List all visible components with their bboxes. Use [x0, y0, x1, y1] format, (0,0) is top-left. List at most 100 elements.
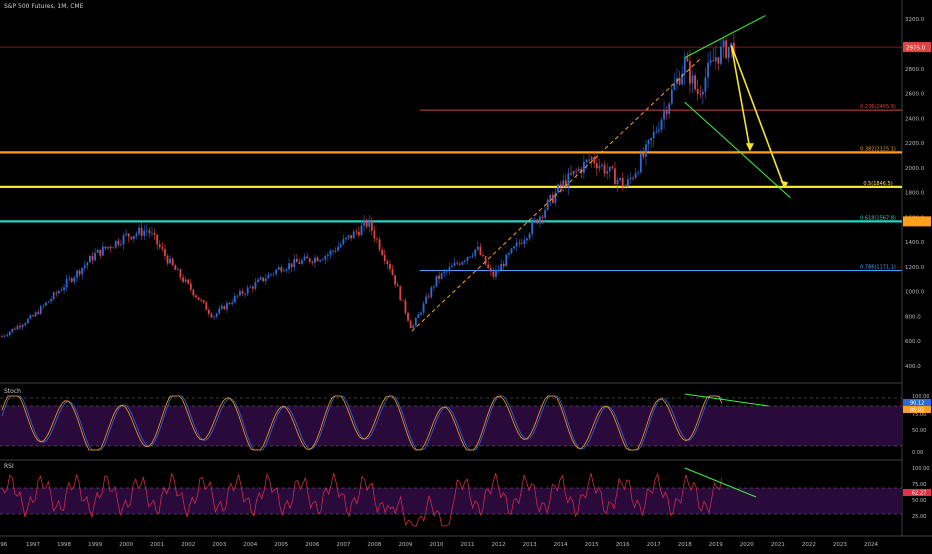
time-tick-label: 2005: [274, 542, 288, 548]
time-tick-label: 2023: [833, 542, 847, 548]
candle-body: [244, 293, 247, 295]
candle-body: [37, 312, 40, 314]
candle-body: [57, 291, 60, 294]
fib-label: 0.5(1846.5): [863, 181, 892, 187]
candle-body: [140, 227, 143, 236]
candle-body: [611, 166, 614, 169]
candle-body: [135, 233, 138, 236]
candle-body: [342, 239, 345, 245]
candle-body: [572, 170, 575, 175]
stoch-d-line: [1, 395, 723, 451]
candle-body: [528, 234, 531, 239]
candle-body: [707, 62, 709, 78]
candle-body: [117, 240, 120, 245]
candle-body: [445, 270, 448, 272]
candle-body: [96, 249, 99, 253]
time-tick-label: 2009: [398, 542, 412, 548]
candle-body: [704, 77, 707, 92]
candle-body: [26, 318, 29, 324]
fib-label: 0.786(1171.1): [860, 265, 896, 271]
candle-body: [575, 170, 578, 172]
candle-body: [251, 286, 254, 289]
candle-body: [515, 242, 518, 247]
candle-body: [187, 279, 190, 284]
candle-body: [272, 273, 275, 275]
candle-body: [42, 305, 45, 307]
candle-body: [389, 263, 391, 270]
candle-body: [171, 258, 174, 266]
time-tick-label: 2003: [212, 542, 226, 548]
candle-body: [730, 42, 733, 47]
candle-body: [334, 250, 337, 252]
candle-body: [8, 331, 11, 336]
candle-body: [495, 270, 497, 277]
candle-body: [345, 237, 347, 240]
candle-body: [14, 328, 16, 330]
candle-body: [275, 269, 278, 274]
candle-body: [293, 258, 296, 268]
fib-label: 0.382(2125.1): [860, 146, 896, 152]
arrowhead-2: [780, 180, 789, 189]
price-tick-label: 2000.0: [905, 166, 925, 172]
candle-body: [47, 301, 50, 303]
candle-body: [285, 269, 288, 271]
candle-body: [241, 291, 244, 294]
candle-body: [435, 275, 438, 287]
candle-body: [440, 273, 443, 279]
candle-body: [637, 172, 640, 174]
candle-body: [616, 179, 619, 185]
candle-body: [634, 173, 637, 178]
candle-body: [647, 140, 650, 145]
candle-body: [1, 336, 3, 338]
candle-body: [714, 57, 717, 62]
candle-body: [182, 277, 184, 282]
time-tick-label: 996: [0, 542, 8, 548]
candle-body: [678, 78, 681, 85]
candle-body: [507, 253, 510, 255]
price-tick-label: 800.0: [905, 314, 921, 320]
candle-body: [722, 40, 725, 47]
candle-body: [469, 256, 472, 258]
candle-body: [629, 177, 632, 180]
candle-body: [458, 263, 461, 265]
candle-body: [192, 289, 195, 296]
candle-body: [316, 257, 319, 262]
candle-body: [161, 247, 164, 249]
candle-body: [549, 194, 552, 200]
candle-body: [639, 153, 642, 173]
candle-body: [608, 166, 611, 172]
candle-body: [270, 274, 272, 275]
candle-body: [567, 173, 570, 188]
current-price-label: 2975.0: [906, 46, 926, 52]
price-tick-label: 1800.0: [905, 191, 925, 197]
candle-body: [500, 263, 503, 270]
candle-body: [104, 246, 107, 249]
candle-body: [352, 231, 355, 239]
candle-body: [156, 234, 159, 245]
current-price-tag: [903, 42, 931, 53]
candle-body: [663, 110, 665, 120]
time-tick-label: 1997: [26, 542, 40, 548]
candle-body: [218, 308, 221, 314]
fib-label: 0.236(2465.9): [860, 104, 896, 110]
candle-body: [673, 83, 676, 90]
candle-body: [701, 91, 704, 95]
candle-body: [520, 243, 523, 244]
time-tick-label: 2019: [709, 542, 723, 548]
candle-body: [314, 257, 316, 263]
candle-body: [329, 250, 332, 255]
stoch-tick: 50.00: [912, 428, 926, 434]
candle-body: [122, 234, 125, 245]
candle-body: [114, 240, 117, 248]
candle-body: [479, 246, 482, 255]
candle-body: [681, 73, 684, 85]
candle-body: [595, 163, 598, 169]
candle-body: [55, 292, 58, 294]
candle-body: [725, 40, 728, 59]
candle-body: [427, 296, 430, 298]
candle-body: [526, 238, 528, 241]
time-tick-label: 2018: [678, 542, 692, 548]
time-tick-label: 2008: [367, 542, 381, 548]
